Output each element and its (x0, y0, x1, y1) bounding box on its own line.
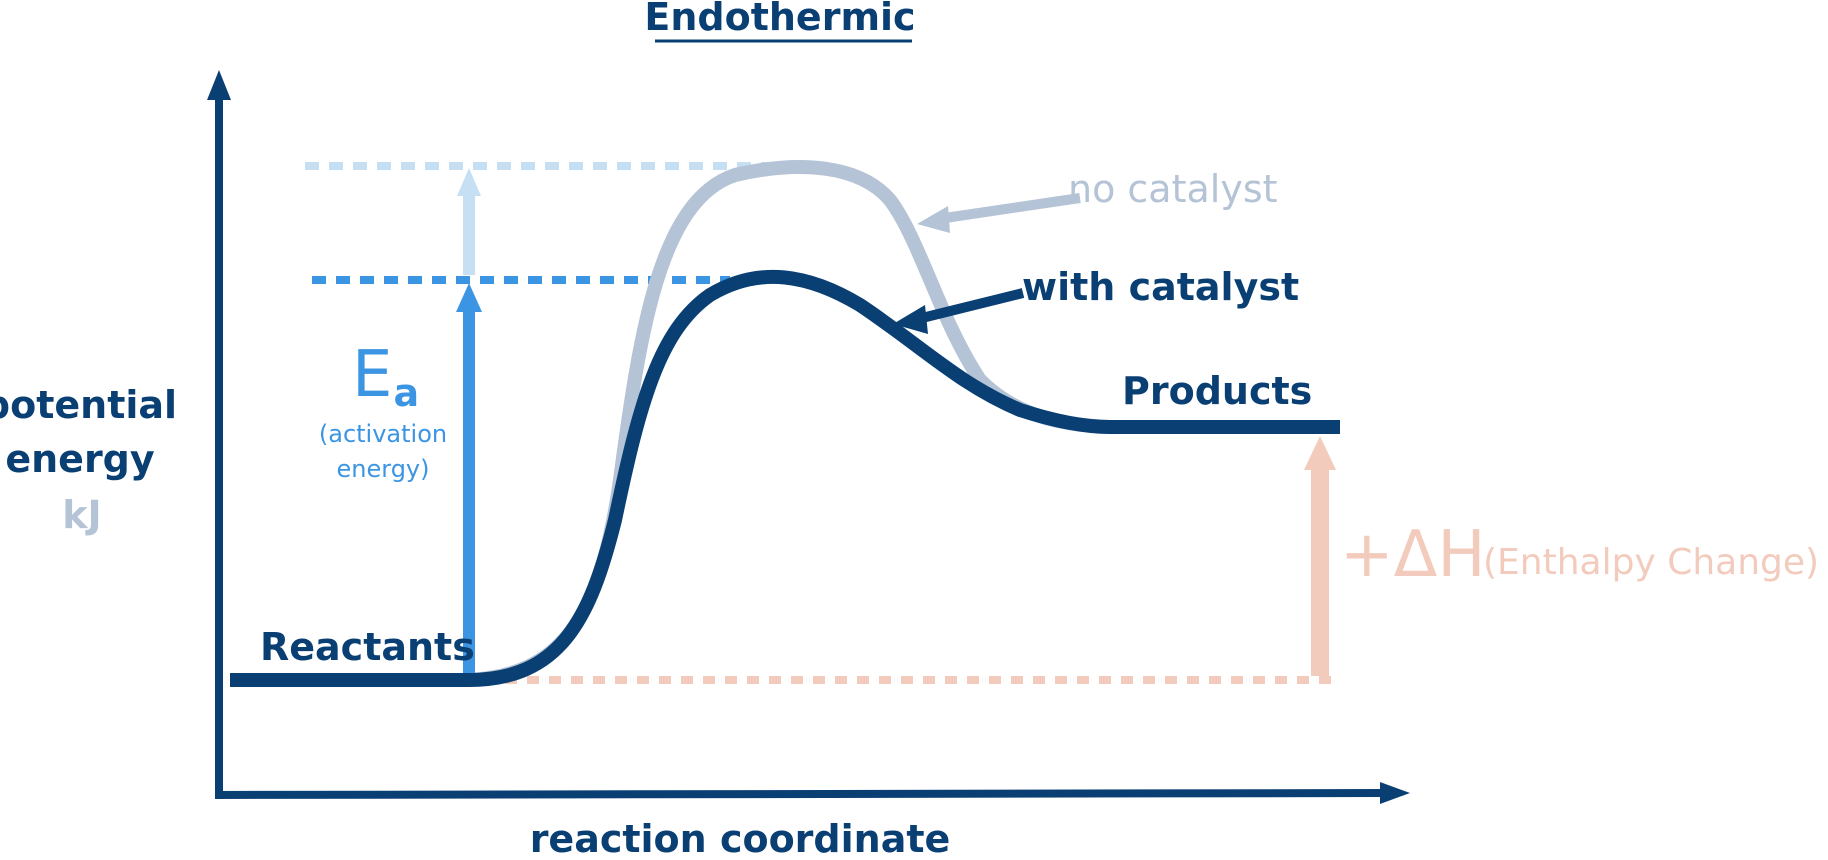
no-catalyst-pointer-shaft (944, 193, 1081, 223)
products-label: Products (1122, 369, 1312, 413)
ea-note-line2: energy) (337, 455, 430, 483)
y-axis-unit: kJ (62, 493, 101, 537)
with-catalyst-pointer-shaft (920, 288, 1025, 323)
x-axis-label: reaction coordinate (530, 817, 951, 856)
dh-label-note: (Enthalpy Change) (1483, 542, 1819, 583)
with-catalyst-curve (230, 269, 1340, 687)
y-axis-label-line2: energy (5, 437, 155, 481)
no-catalyst-curve (463, 160, 1117, 687)
y-axis-label-line1: potential (0, 383, 177, 427)
ea-arrow-catalyst-head (456, 283, 482, 312)
ea-label: Ea (352, 338, 419, 415)
ea-label-subscript: a (393, 371, 419, 415)
x-axis-arrowhead (1380, 782, 1410, 804)
ea-label-main: E (352, 338, 392, 412)
no-catalyst-pointer-head (917, 206, 950, 233)
ea-note-line1: (activation (319, 420, 447, 448)
dh-label-main: +ΔH (1340, 518, 1486, 592)
x-axis-line (214, 789, 1386, 799)
diagram-title: Endothermic (644, 0, 915, 39)
reactants-label: Reactants (260, 625, 475, 669)
dh-arrow-head (1304, 436, 1336, 470)
y-axis-arrowhead (207, 70, 231, 100)
ea-arrow-no-catalyst-head (457, 168, 481, 196)
with-catalyst-label: with catalyst (1022, 265, 1299, 309)
no-catalyst-label: no catalyst (1068, 167, 1278, 211)
with-catalyst-pointer-head (893, 305, 928, 334)
